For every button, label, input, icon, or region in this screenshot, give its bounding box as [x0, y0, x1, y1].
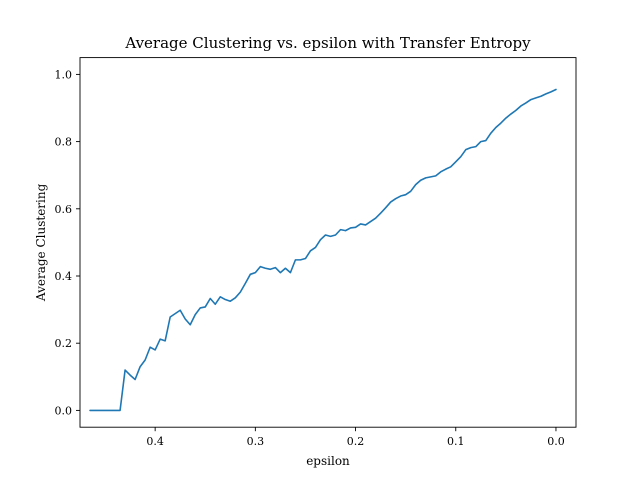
- axes-frame: [79, 57, 577, 428]
- chart-title: Average Clustering vs. epsilon with Tran…: [124, 34, 531, 52]
- y-tick-label: 0.8: [55, 136, 73, 149]
- y-axis-ticks: 0.0 0.2 0.4 0.6 0.8 1.0: [55, 68, 80, 417]
- y-tick-label: 1.0: [55, 68, 73, 81]
- x-tick-label: 0.3: [247, 435, 265, 448]
- x-tick-label: 0.4: [146, 435, 164, 448]
- plot-area: [79, 57, 577, 428]
- x-tick-label: 0.0: [547, 435, 565, 448]
- x-axis-label: epsilon: [306, 454, 350, 468]
- y-tick-label: 0.0: [55, 404, 73, 417]
- y-tick-label: 0.4: [55, 270, 73, 283]
- y-tick-label: 0.2: [55, 337, 73, 350]
- y-axis-label: Average Clustering: [34, 183, 48, 302]
- x-tick-label: 0.2: [347, 435, 365, 448]
- series-line: [89, 88, 557, 412]
- x-axis-ticks: 0.4 0.3 0.2 0.1 0.0: [146, 427, 565, 448]
- y-tick-label: 0.6: [55, 203, 73, 216]
- x-tick-label: 0.1: [447, 435, 465, 448]
